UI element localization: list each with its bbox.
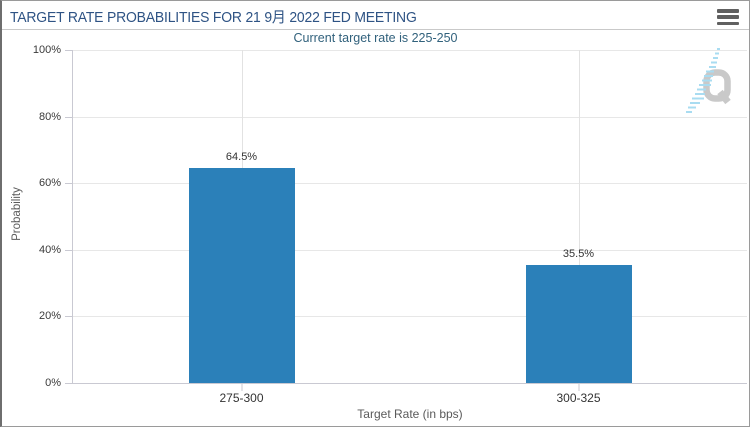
y-axis-tick [65,383,72,384]
gridline-horizontal [73,183,747,185]
y-axis-label: 100% [32,44,61,56]
bar-group-275-300: 64.5% [188,50,295,383]
y-axis-title: Probability [11,186,23,241]
hamburger-bar [717,9,739,13]
y-axis-tick [65,116,72,118]
x-axis-title: Target Rate (in bps) [357,407,463,421]
gridline-horizontal [73,249,747,251]
x-axis-tick [578,384,579,391]
y-axis-label: 0% [45,377,61,389]
bar-value-label: 35.5% [562,247,595,260]
gridline-horizontal [73,316,747,318]
y-axis-label: 60% [38,177,61,190]
gridline-horizontal [73,50,747,51]
x-axis-category-label: 275-300 [219,391,264,405]
y-axis-tick [65,249,72,251]
y-axis-tick [65,316,72,318]
gridline-horizontal [73,116,747,118]
x-axis-category-label: 300-325 [556,391,601,405]
gridline-vertical [578,50,580,383]
chart-header: TARGET RATE PROBABILITIES FOR 21 9月 2022… [2,1,749,30]
chart-title: TARGET RATE PROBABILITIES FOR 21 9月 2022… [10,9,417,26]
y-axis-label: 80% [38,110,61,123]
plot-area: 100% 80% 60% 40% 20% 0% Probability 64.5… [11,44,747,421]
hamburger-menu-icon[interactable] [717,9,739,25]
probability-bar[interactable] [188,168,295,383]
bar-value-label: 64.5% [225,151,258,164]
y-axis-label: 20% [38,310,61,323]
y-axis-label: 40% [38,243,61,256]
probability-bar[interactable] [525,264,632,383]
x-axis-tick [241,384,242,391]
hamburger-bar [717,21,739,25]
hamburger-bar [717,15,739,19]
chart-subtitle: Current target rate is 225-250 [293,31,458,45]
y-axis-tick [65,183,72,185]
bar-group-300-325: 35.5% [525,50,632,383]
y-axis-tick [65,50,72,51]
